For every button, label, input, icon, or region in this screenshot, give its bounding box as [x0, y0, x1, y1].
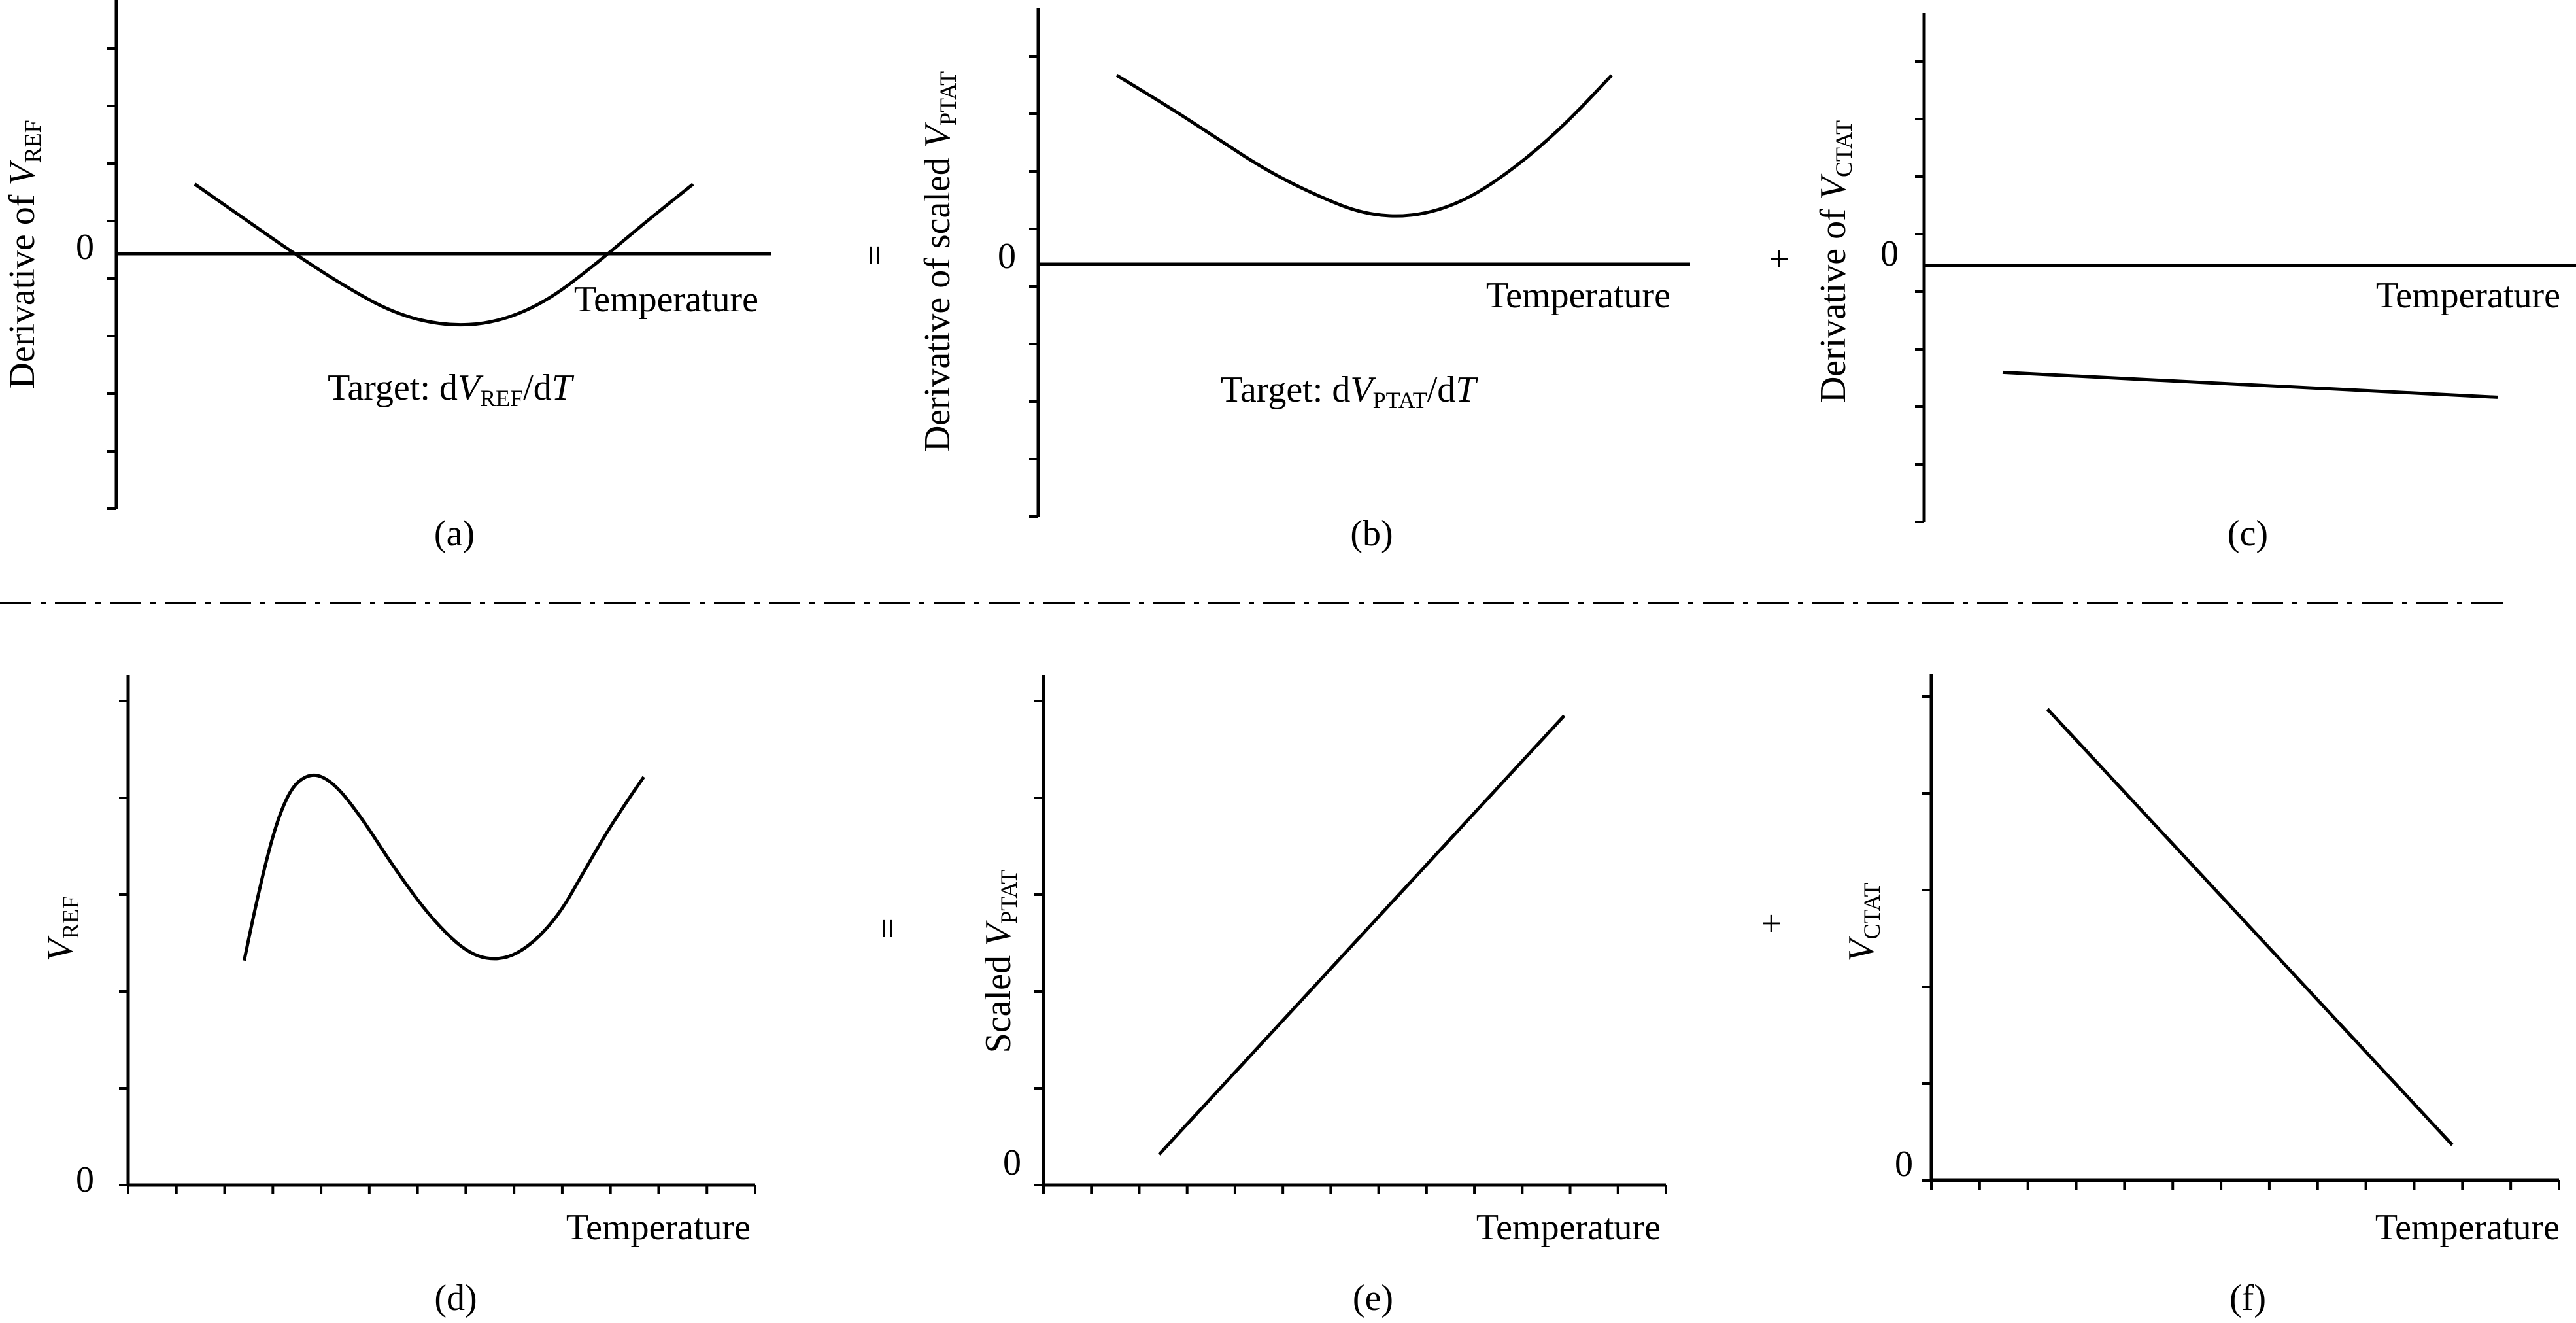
chart-c-series-line: [2002, 370, 2498, 399]
chart-d-y-label-part-1: V: [40, 935, 80, 961]
chart-f-panel-label: (f): [2229, 1278, 2266, 1318]
chart-e-y-label: Scaled VPTAT: [978, 870, 1022, 1054]
chart-e-y-label-part-1: V: [978, 920, 1019, 946]
chart-a-zero-label: 0: [76, 227, 94, 267]
chart-a-y-label: Derivative of VREF: [2, 120, 46, 388]
chart-b-y-label-part-1: V: [917, 122, 958, 148]
chart-b-series-line: [1115, 74, 1613, 218]
chart-b-operator: =: [855, 245, 895, 266]
chart-a-annotation-part-3: /d: [523, 368, 552, 408]
chart-f-y-label-part-2: CTAT: [1859, 882, 1885, 939]
chart-a-y-label-part-0: Derivative of: [2, 186, 42, 389]
chart-b-y-label-part-0: Derivative of scaled: [917, 148, 958, 452]
chart-b-annotation-part-0: Target: d: [1221, 369, 1351, 410]
chart-a-annotation: Target: dVREF/dT: [328, 368, 575, 411]
chart-e-series-line: [1158, 714, 1566, 1156]
chart-a-annotation-part-0: Target: d: [328, 368, 458, 408]
chart-e-x-label: Temperature: [1476, 1207, 1661, 1248]
chart-c-zero-label: 0: [1880, 233, 1899, 274]
chart-c-y-label-part-2: CTAT: [1831, 120, 1857, 177]
chart-b-zero-label: 0: [998, 236, 1016, 277]
chart-c-y-label-part-1: V: [1813, 173, 1854, 199]
chart-b-annotation-part-1: V: [1350, 369, 1376, 410]
chart-c-y-label: Derivative of VCTAT: [1813, 120, 1857, 403]
chart-panel-c: 0 Temperature Derivative of VCTAT (c) +: [1759, 13, 2576, 554]
chart-e-operator: =: [868, 918, 908, 939]
chart-f-operator: +: [1752, 913, 1792, 934]
chart-a-annotation-part-2: REF: [480, 385, 523, 411]
chart-b-annotation-part-3: /d: [1427, 369, 1456, 410]
chart-d-y-label: VREF: [40, 896, 84, 961]
chart-e-panel-label: (e): [1353, 1278, 1393, 1318]
chart-d-zero-label: 0: [76, 1160, 94, 1200]
chart-a-annotation-part-1: V: [458, 368, 484, 408]
chart-b-panel-label: (b): [1350, 513, 1393, 554]
chart-b-y-label: Derivative of scaled VPTAT: [917, 71, 961, 452]
chart-panel-d: 0 Temperature VREF (d): [40, 675, 756, 1318]
chart-e-zero-label: 0: [1003, 1143, 1021, 1183]
chart-c-operator: +: [1759, 249, 1800, 269]
chart-c-x-label: Temperature: [2376, 275, 2560, 316]
chart-d-series-line: [243, 773, 645, 961]
chart-b-annotation: Target: dVPTAT/dT: [1221, 369, 1479, 413]
chart-d-x-label: Temperature: [566, 1207, 751, 1248]
chart-f-zero-label: 0: [1895, 1144, 1913, 1184]
chart-panel-f: 0 Temperature VCTAT (f) +: [1752, 674, 2560, 1318]
chart-panel-e: 0 Temperature Scaled VPTAT (e) =: [868, 675, 1667, 1318]
chart-a-panel-label: (a): [434, 513, 475, 554]
chart-d-panel-label: (d): [434, 1278, 477, 1318]
chart-a-series-line: [194, 182, 694, 327]
chart-b-y-label-part-2: PTAT: [935, 71, 961, 126]
chart-b-x-label: Temperature: [1486, 275, 1670, 316]
chart-a-x-label: Temperature: [574, 279, 758, 320]
chart-d-y-label-part-2: REF: [58, 896, 84, 939]
chart-e-y-label-part-2: PTAT: [996, 870, 1022, 924]
chart-c-y-label-part-0: Derivative of: [1813, 199, 1854, 403]
chart-f-x-label: Temperature: [2375, 1207, 2560, 1248]
chart-a-y-label-part-1: V: [2, 160, 42, 186]
chart-b-annotation-part-4: T: [1455, 369, 1478, 410]
chart-f-y-label-part-1: V: [1841, 936, 1882, 962]
chart-c-panel-label: (c): [2228, 513, 2268, 554]
chart-f-series-line: [2046, 708, 2454, 1146]
chart-a-annotation-part-4: T: [552, 368, 575, 408]
chart-f-y-label: VCTAT: [1841, 882, 1885, 961]
chart-e-y-label-part-0: Scaled: [978, 946, 1019, 1053]
chart-b-annotation-part-2: PTAT: [1373, 387, 1427, 413]
chart-a-y-label-part-2: REF: [20, 120, 46, 163]
